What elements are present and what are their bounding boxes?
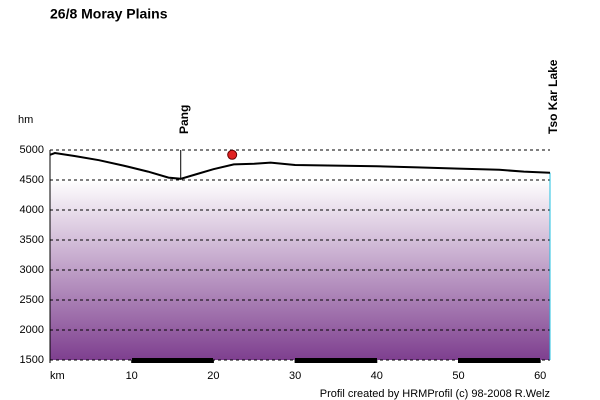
y-tick-label: 2500 — [20, 294, 44, 306]
footer: Profil created by HRMProfil (c) 98-2008 … — [320, 388, 550, 400]
x-tick-label: 10 — [126, 370, 138, 382]
scale-bar — [458, 358, 540, 363]
x-tick-label: km — [50, 370, 65, 382]
marker — [227, 149, 238, 160]
profile-line — [49, 151, 551, 180]
y-tick-label: 5000 — [20, 144, 44, 156]
chart-title: 26/8 Moray Plains — [50, 6, 168, 22]
x-tick-label: 60 — [534, 370, 546, 382]
x-tick-label: 40 — [371, 370, 383, 382]
x-tick-label: 20 — [207, 370, 219, 382]
y-tick-label: 2000 — [20, 324, 44, 336]
y-tick-label: 1500 — [20, 354, 44, 366]
y-tick-label: 3500 — [20, 234, 44, 246]
x-tick-label: 50 — [452, 370, 464, 382]
y-tick-label: 4000 — [20, 204, 44, 216]
y-axis-label: hm — [18, 114, 33, 126]
annotation-label: Tso Kar Lake — [546, 59, 560, 134]
scale-bar — [295, 358, 377, 363]
y-tick-label: 3000 — [20, 264, 44, 276]
y-tick-label: 4500 — [20, 174, 44, 186]
annotation-label: Pang — [177, 105, 191, 134]
x-tick-label: 30 — [289, 370, 301, 382]
plot-background — [50, 150, 550, 360]
